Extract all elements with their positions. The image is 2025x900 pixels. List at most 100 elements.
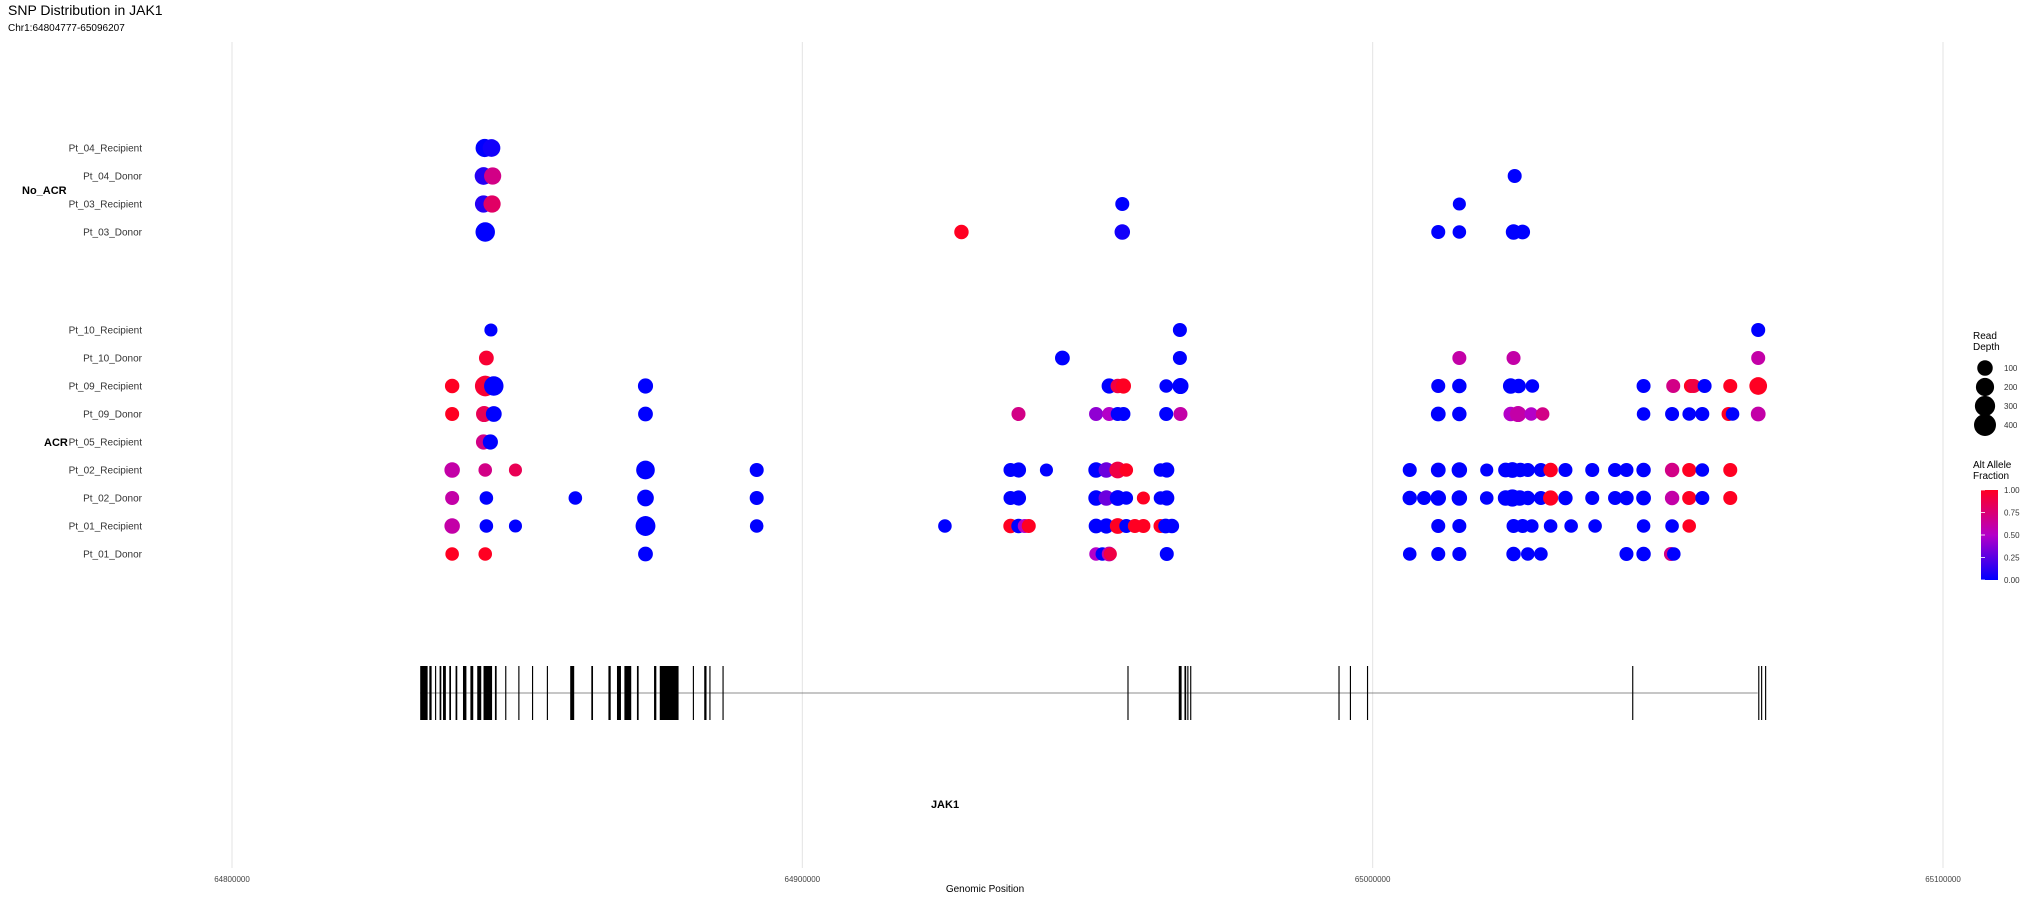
gene-exon (439, 666, 442, 720)
snp-point (749, 490, 764, 506)
sample-label: Pt_10_Donor (83, 354, 143, 365)
snp-point (1506, 546, 1521, 562)
snp-point (1011, 406, 1026, 422)
snp-point (1636, 462, 1651, 478)
gene-exon (608, 666, 611, 720)
gene-exon (709, 666, 711, 720)
snp-point (485, 406, 502, 422)
snp-point (1431, 546, 1446, 562)
gene-exon (1338, 666, 1340, 720)
snp-point (638, 546, 653, 562)
snp-point (1682, 407, 1696, 421)
gene-exon (654, 666, 657, 720)
snp-point (482, 139, 501, 157)
snp-point (1524, 407, 1539, 421)
sample-label: Pt_03_Recipient (69, 200, 143, 211)
snp-point (1751, 322, 1766, 338)
snp-point (1543, 490, 1559, 506)
snp-point (1664, 462, 1680, 478)
snp-point (1682, 462, 1697, 478)
snp-point (1159, 406, 1174, 422)
snp-point (749, 519, 764, 533)
snp-point (1480, 463, 1494, 477)
gene-exon (591, 666, 594, 720)
snp-point (1665, 406, 1680, 422)
snp-point (1416, 490, 1432, 506)
snp-point (1682, 519, 1696, 533)
snp-point (479, 519, 494, 533)
sample-label: Pt_03_Donor (83, 228, 143, 239)
snp-point (1114, 224, 1131, 240)
color-bar-label: 0.00 (2004, 576, 2020, 585)
gene-exon (449, 666, 452, 720)
snp-point (1172, 350, 1187, 366)
snp-point (445, 547, 459, 561)
snp-point (1172, 377, 1189, 395)
gene-exon (624, 666, 632, 720)
snp-point (1479, 491, 1494, 505)
snp-point (1558, 490, 1573, 506)
chart-title: SNP Distribution in JAK1 (8, 2, 163, 18)
chart-subtitle: Chr1:64804777-65096207 (8, 23, 125, 34)
snp-point (1636, 490, 1651, 506)
snp-point (1452, 197, 1466, 211)
snp-points (444, 138, 1768, 562)
snp-point (1402, 462, 1417, 478)
snp-point (1159, 379, 1174, 393)
sample-label: Pt_01_Donor (83, 550, 143, 561)
read-depth-legend-key (1977, 360, 1993, 376)
snp-point (478, 350, 494, 366)
gene-exon (455, 666, 458, 720)
snp-point (1665, 519, 1679, 533)
snp-point (444, 518, 460, 534)
snp-point (1543, 519, 1558, 533)
snp-point (1725, 407, 1740, 421)
snp-point (482, 434, 498, 450)
snp-point (1564, 519, 1578, 533)
snp-point (1697, 378, 1712, 394)
snp-point (1098, 490, 1115, 506)
snp-point (1636, 519, 1651, 533)
read-depth-legend-title: Read (1973, 331, 1997, 342)
snp-point (478, 547, 493, 561)
snp-point (483, 195, 501, 213)
gene-exon (470, 666, 474, 720)
snp-point (1636, 546, 1651, 562)
color-bar-label: 0.50 (2004, 531, 2020, 540)
snp-point (1506, 350, 1521, 366)
snp-point (484, 376, 504, 396)
snp-point (938, 519, 952, 533)
x-tick-label: 64900000 (785, 875, 821, 884)
gene-exon (570, 666, 575, 720)
snp-point (1136, 491, 1150, 505)
snp-point (1534, 547, 1548, 561)
snp-point (1430, 490, 1447, 506)
snp-point (1524, 519, 1539, 533)
snp-point (1452, 350, 1467, 366)
snp-point (1054, 350, 1070, 366)
snp-point (1507, 168, 1522, 184)
read-depth-legend-label: 300 (2004, 402, 2018, 411)
gene-exon (616, 666, 621, 720)
snp-point (1588, 519, 1602, 533)
sample-label: Pt_10_Recipient (69, 326, 143, 337)
snp-point (479, 491, 494, 505)
snp-point (484, 167, 502, 185)
gene-exon (1366, 666, 1369, 720)
snp-point (749, 462, 764, 478)
snp-point (444, 462, 460, 478)
snp-point (1021, 518, 1036, 534)
snp-point (1452, 406, 1467, 422)
gene-exon (435, 666, 437, 720)
snp-point (1608, 490, 1623, 506)
snp-point (1402, 547, 1417, 561)
read-depth-legend-label: 100 (2004, 364, 2018, 373)
snp-point (1608, 462, 1623, 478)
snp-point (508, 519, 523, 533)
snp-point (1667, 547, 1681, 561)
read-depth-legend-label: 200 (2004, 383, 2018, 392)
read-depth-legend-label: 400 (2004, 421, 2018, 430)
